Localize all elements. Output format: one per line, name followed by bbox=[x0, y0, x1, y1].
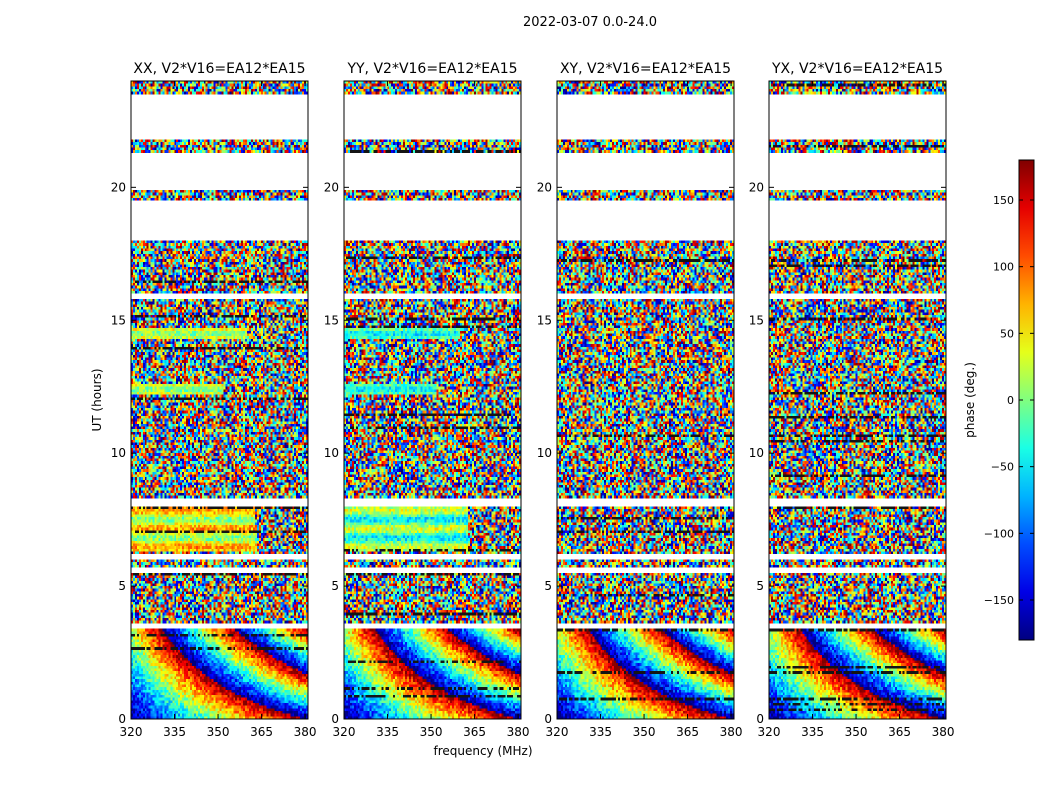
colorbar-tick-label: 150 bbox=[993, 194, 1014, 207]
heatmap-image-yx bbox=[769, 81, 946, 719]
axes-frame bbox=[343, 80, 522, 720]
y-tick-label: 10 bbox=[111, 446, 126, 460]
y-tick-label: 20 bbox=[537, 180, 552, 194]
x-tick-label: 365 bbox=[888, 725, 911, 739]
axes-frame bbox=[768, 80, 947, 720]
x-tick-label: 365 bbox=[250, 725, 273, 739]
colorbar-tick-label: 0 bbox=[1007, 394, 1014, 407]
colorbar-gradient bbox=[1019, 160, 1034, 640]
y-tick-label: 10 bbox=[749, 446, 764, 460]
x-tick-label: 350 bbox=[207, 725, 230, 739]
x-tick-label: 320 bbox=[120, 725, 143, 739]
axes-frame bbox=[556, 80, 735, 720]
colorbar: −150 −100 −50 0 50 100 150 phase (deg.) bbox=[963, 159, 1035, 641]
x-tick-label: 320 bbox=[546, 725, 569, 739]
x-tick-label: 335 bbox=[589, 725, 612, 739]
panel-title: YX, V2*V16=EA12*EA15 bbox=[771, 61, 943, 77]
panel-title: XX, V2*V16=EA12*EA15 bbox=[133, 61, 305, 77]
heatmap-image-xx bbox=[131, 81, 308, 719]
y-axis-label: UT (hours) bbox=[90, 368, 104, 431]
y-tick-label: 0 bbox=[756, 712, 764, 726]
x-axis-label: frequency (MHz) bbox=[433, 744, 532, 758]
y-tick-label: 15 bbox=[111, 313, 126, 327]
colorbar-tick-label: −100 bbox=[984, 527, 1014, 540]
x-tick-label: 380 bbox=[720, 725, 743, 739]
y-tick-label: 20 bbox=[111, 180, 126, 194]
y-tick-label: 10 bbox=[324, 446, 339, 460]
x-tick-label: 380 bbox=[294, 725, 317, 739]
heatmap-image-yy bbox=[344, 81, 521, 719]
panel-title: XY, V2*V16=EA12*EA15 bbox=[560, 61, 731, 77]
x-tick-label: 350 bbox=[420, 725, 443, 739]
x-tick-label: 350 bbox=[633, 725, 656, 739]
y-tick-label: 15 bbox=[537, 313, 552, 327]
x-tick-label: 335 bbox=[801, 725, 824, 739]
y-tick-label: 5 bbox=[544, 579, 552, 593]
heatmap-image-xy bbox=[557, 81, 734, 719]
y-tick-label: 0 bbox=[331, 712, 339, 726]
y-tick-label: 20 bbox=[749, 180, 764, 194]
x-tick-label: 350 bbox=[845, 725, 868, 739]
panel-title: YY, V2*V16=EA12*EA15 bbox=[346, 61, 517, 77]
panel-yx: YX, V2*V16=EA12*EA15 320 335 350 365 380 0 5 10 1… bbox=[749, 61, 955, 739]
panels-group: XX, V2*V16=EA12*EA15 320 335 350 365 380 0 5 10 1… bbox=[111, 61, 955, 739]
colorbar-tick-label: 100 bbox=[993, 261, 1014, 274]
colorbar-tick-label: 50 bbox=[1000, 327, 1014, 340]
y-tick-label: 20 bbox=[324, 180, 339, 194]
panel-yy: YY, V2*V16=EA12*EA15 320 335 350 365 380 0 5 10 1… bbox=[324, 61, 530, 739]
x-tick-label: 380 bbox=[507, 725, 530, 739]
x-tick-label: 320 bbox=[333, 725, 356, 739]
panel-xy: XY, V2*V16=EA12*EA15 320 335 350 365 380 0 5 10 1… bbox=[537, 61, 743, 739]
y-tick-label: 15 bbox=[749, 313, 764, 327]
x-tick-label: 365 bbox=[676, 725, 699, 739]
y-tick-label: 0 bbox=[544, 712, 552, 726]
axes-frame bbox=[130, 80, 309, 720]
x-tick-label: 365 bbox=[463, 725, 486, 739]
figure-suptitle: 2022-03-07 0.0-24.0 bbox=[523, 15, 657, 30]
colorbar-tick-label: −50 bbox=[991, 461, 1014, 474]
y-tick-label: 5 bbox=[118, 579, 126, 593]
x-tick-label: 320 bbox=[758, 725, 781, 739]
panel-xx: XX, V2*V16=EA12*EA15 320 335 350 365 380 0 5 10 1… bbox=[111, 61, 317, 739]
y-tick-label: 15 bbox=[324, 313, 339, 327]
y-tick-label: 10 bbox=[537, 446, 552, 460]
y-tick-label: 5 bbox=[756, 579, 764, 593]
x-tick-label: 335 bbox=[376, 725, 399, 739]
y-tick-label: 0 bbox=[118, 712, 126, 726]
x-tick-label: 380 bbox=[932, 725, 955, 739]
colorbar-label: phase (deg.) bbox=[963, 362, 977, 438]
x-tick-label: 335 bbox=[163, 725, 186, 739]
y-tick-label: 5 bbox=[331, 579, 339, 593]
colorbar-tick-label: −150 bbox=[984, 594, 1014, 607]
